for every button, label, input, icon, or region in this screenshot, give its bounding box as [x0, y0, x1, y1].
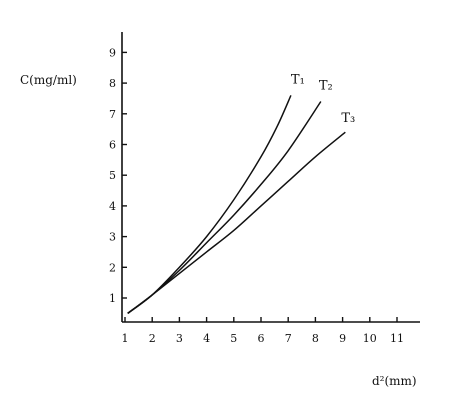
- y-axis-label: C(mg/ml): [20, 73, 77, 87]
- series-label-2: T₂: [319, 79, 333, 94]
- series-line-3: [127, 131, 346, 314]
- x-tick-label: 5: [230, 332, 237, 345]
- y-tick-label: 9: [109, 46, 116, 59]
- y-tick-label: 4: [109, 200, 116, 213]
- x-tick-label: 9: [339, 332, 346, 345]
- x-tick-label: 2: [149, 332, 156, 345]
- series-line-1: [127, 95, 292, 314]
- x-tick-label: 11: [390, 332, 404, 345]
- y-tick-label: 2: [109, 261, 116, 274]
- x-tick-label: 1: [122, 332, 129, 345]
- y-tick-label: 3: [109, 231, 116, 244]
- x-tick-label: 6: [258, 332, 265, 345]
- y-tick-group: 1 2 3 4 5 6 7 8 9: [109, 46, 127, 305]
- y-tick-label: 1: [109, 292, 116, 305]
- x-tick-label: 3: [176, 332, 183, 345]
- series-label-1: T₁: [291, 72, 305, 87]
- x-axis-label: d²(mm): [372, 374, 417, 388]
- y-tick-label: 5: [109, 169, 116, 182]
- series-label-3: T₃: [341, 111, 355, 126]
- x-tick-label: 7: [285, 332, 292, 345]
- series-label-group: T₁ T₂ T₃: [291, 72, 355, 126]
- series-line-2: [127, 101, 322, 314]
- y-tick-label: 8: [109, 77, 116, 90]
- y-tick-label: 7: [109, 108, 116, 121]
- x-tick-label: 4: [203, 332, 210, 345]
- x-tick-group: 1 2 3 4 5 6 7 8 9 10 11: [122, 317, 404, 345]
- x-tick-label: 8: [312, 332, 319, 345]
- x-tick-label: 10: [363, 332, 377, 345]
- series-group: [127, 95, 346, 314]
- y-tick-label: 6: [109, 139, 116, 152]
